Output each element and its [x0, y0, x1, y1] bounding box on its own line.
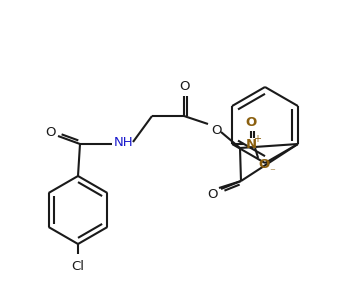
Text: +: +	[253, 134, 261, 144]
Text: O: O	[245, 116, 257, 129]
Text: O: O	[179, 80, 189, 92]
Text: ⁻: ⁻	[269, 167, 275, 177]
Text: Cl: Cl	[72, 260, 85, 273]
Text: O: O	[208, 189, 218, 201]
Text: O: O	[212, 124, 222, 137]
Text: O: O	[258, 159, 270, 171]
Text: O: O	[45, 127, 55, 140]
Text: N: N	[245, 138, 257, 151]
Text: NH: NH	[114, 137, 134, 149]
